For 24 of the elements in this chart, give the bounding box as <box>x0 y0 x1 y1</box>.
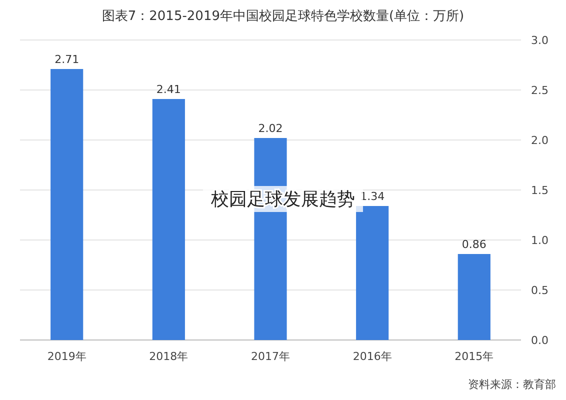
y-tick-label: 1.5 <box>531 184 548 197</box>
x-tick-label: 2017年 <box>251 350 290 363</box>
chart-title: 图表7：2015-2019年中国校园足球特色学校数量(单位：万所) <box>102 9 464 24</box>
data-label: 2.71 <box>54 53 80 66</box>
y-tick-label: 2.0 <box>531 134 548 147</box>
y-tick-label: 2.5 <box>531 84 548 97</box>
x-tick-label: 2018年 <box>149 350 188 363</box>
text: 资料来源：教育部 <box>468 378 556 391</box>
x-tick-label: 2015年 <box>454 350 494 363</box>
bar <box>356 206 389 340</box>
data-label: 1.34 <box>360 190 385 203</box>
bar <box>50 69 84 340</box>
y-tick-label: 0.5 <box>531 284 548 297</box>
y-tick-label: 0.0 <box>531 334 548 347</box>
data-label: 0.86 <box>462 238 486 251</box>
data-label: 2.41 <box>156 83 181 96</box>
x-tick-label: 2016年 <box>352 350 392 363</box>
data-label: 2.02 <box>258 122 283 135</box>
y-tick-label: 3.0 <box>531 34 548 47</box>
annotation: 校园足球发展趋势 <box>210 189 355 210</box>
x-tick-label: 2019年 <box>47 350 86 363</box>
bar <box>152 99 185 340</box>
y-tick-label: 1.0 <box>531 234 548 247</box>
bar <box>458 254 490 340</box>
